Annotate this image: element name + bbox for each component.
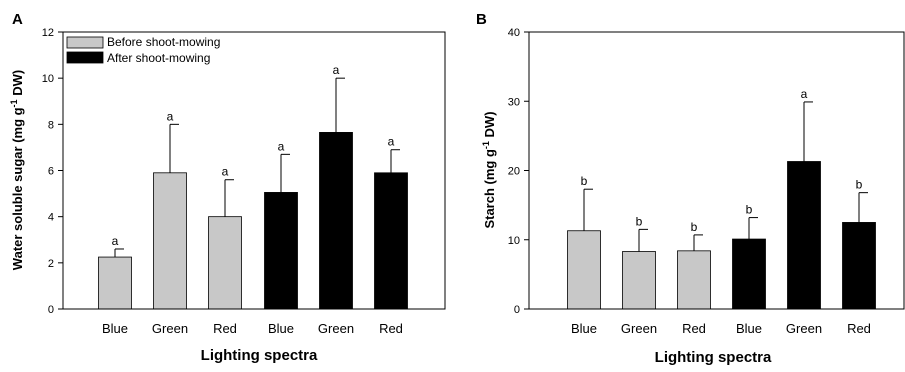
- significance-label-b-4: a: [801, 87, 808, 101]
- category-label-b-0: Blue: [571, 321, 597, 336]
- category-label-a-2: Red: [213, 321, 237, 336]
- bar-a-5: [374, 172, 408, 310]
- legend-label-before: Before shoot-mowing: [107, 35, 220, 49]
- y-axis-label-b: Starch (mg g-1 DW): [481, 111, 497, 228]
- significance-label-a-5: a: [388, 135, 395, 149]
- legend-a: Before shoot-mowing After shoot-mowing: [66, 35, 220, 65]
- category-label-a-1: Green: [152, 321, 188, 336]
- x-axis-label-a: Lighting spectra: [201, 347, 318, 364]
- bar-b-2: [677, 250, 711, 310]
- significance-label-b-0: b: [581, 174, 588, 188]
- bar-b-0: [567, 230, 601, 310]
- category-label-b-1: Green: [621, 321, 657, 336]
- bar-a-3: [264, 192, 298, 310]
- legend-swatch-before: [66, 36, 104, 49]
- category-label-a-3: Blue: [268, 321, 294, 336]
- y-tick-label-b-1: 10: [508, 235, 520, 247]
- significance-label-a-4: a: [333, 63, 340, 77]
- y-tick-label-a-6: 12: [42, 27, 54, 39]
- y-tick-label-a-0: 0: [48, 304, 54, 316]
- y-tick-label-b-3: 30: [508, 96, 520, 108]
- y-tick-label-a-3: 6: [48, 166, 54, 178]
- y-tick-label-b-0: 0: [514, 304, 520, 316]
- y-tick-label-a-1: 2: [48, 258, 54, 270]
- significance-label-b-3: b: [746, 203, 753, 217]
- category-label-a-4: Green: [318, 321, 354, 336]
- significance-label-a-1: a: [167, 109, 174, 123]
- panel-a: A Water soluble sugar (mg g-1 DW) Lighti…: [9, 11, 446, 364]
- plot-area-a: a Blue a Green a Red a Blue a Green a Red 0 2 4 6 8 10 12: [42, 27, 446, 336]
- category-label-b-3: Blue: [736, 321, 762, 336]
- panel-b: B Starch (mg g-1 DW) Lighting spectra b B…: [476, 11, 905, 366]
- y-tick-label-b-2: 20: [508, 166, 520, 178]
- bar-a-1: [153, 172, 187, 310]
- category-label-b-5: Red: [847, 321, 871, 336]
- bar-b-5: [842, 222, 876, 310]
- bar-a-4: [319, 132, 353, 310]
- panel-label-a: A: [12, 11, 23, 28]
- bar-a-2: [208, 216, 242, 310]
- category-label-b-4: Green: [786, 321, 822, 336]
- significance-label-a-0: a: [112, 234, 119, 248]
- y-axis-label-a: Water soluble sugar (mg g-1 DW): [9, 70, 25, 270]
- significance-label-a-3: a: [278, 139, 285, 153]
- x-axis-label-b: Lighting spectra: [655, 349, 772, 366]
- bar-b-1: [622, 251, 656, 310]
- y-tick-label-a-4: 8: [48, 119, 54, 131]
- y-tick-label-a-2: 4: [48, 212, 54, 224]
- legend-label-after: After shoot-mowing: [107, 51, 210, 65]
- plot-area-b: b Blue b Green b Red b Blue a Green b Red 0 10 20 30 40: [508, 27, 905, 336]
- significance-label-a-2: a: [222, 165, 229, 179]
- bar-b-3: [732, 238, 766, 310]
- bar-b-4: [787, 161, 821, 310]
- significance-label-b-5: b: [856, 178, 863, 192]
- panel-label-b: B: [476, 11, 487, 28]
- category-label-a-5: Red: [379, 321, 403, 336]
- y-tick-label-b-4: 40: [508, 27, 520, 39]
- significance-label-b-2: b: [691, 220, 698, 234]
- legend-swatch-after: [66, 51, 104, 64]
- bar-a-0: [98, 256, 132, 310]
- y-tick-label-a-5: 10: [42, 73, 54, 85]
- category-label-a-0: Blue: [102, 321, 128, 336]
- significance-label-b-1: b: [636, 214, 643, 228]
- category-label-b-2: Red: [682, 321, 706, 336]
